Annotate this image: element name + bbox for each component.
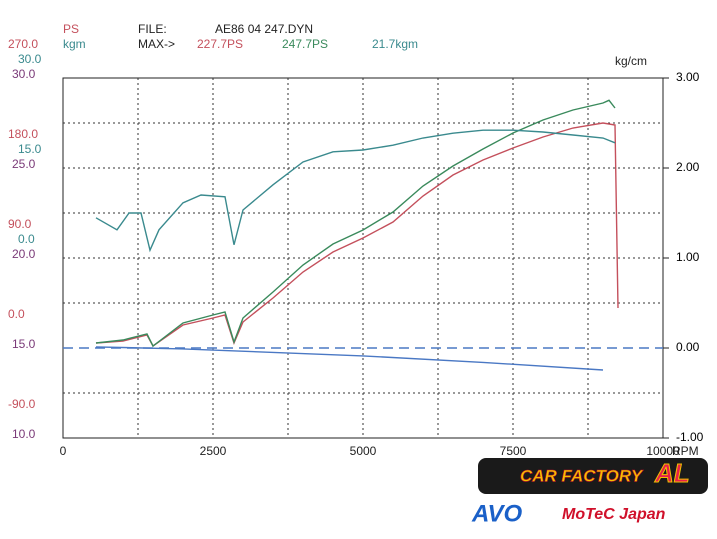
y-tick-label: 3.00: [676, 70, 700, 84]
x-tick-label: 0: [60, 444, 67, 458]
max-value: 247.7PS: [282, 37, 328, 51]
y-tick-label: 15.0: [18, 142, 42, 156]
series-line: [95, 346, 604, 371]
x-tick-label: 2500: [200, 444, 227, 458]
max-value: 21.7kgm: [372, 37, 418, 51]
y-tick-label: 30.0: [12, 67, 36, 81]
x-tick-label: 7500: [500, 444, 527, 458]
file-label: FILE:: [138, 22, 167, 36]
logo-text: CAR FACTORY: [520, 466, 644, 485]
y-tick-label: 0.00: [676, 340, 700, 354]
y-tick-label: 0.0: [18, 232, 35, 246]
x-tick-label: 5000: [350, 444, 377, 458]
y-tick-label: 20.0: [12, 247, 36, 261]
right-axis-title: kg/cm: [615, 54, 647, 68]
max-value: 227.7PS: [197, 37, 243, 51]
file-name: AE86 04 247.DYN: [215, 22, 313, 36]
logo-bg: [478, 458, 708, 494]
y-tick-label: 0.0: [8, 307, 25, 321]
y-tick-label: 270.0: [8, 37, 38, 51]
y-tick-label: 180.0: [8, 127, 38, 141]
series-line: [95, 122, 619, 348]
series-line: [95, 129, 616, 253]
y-tick-label: 90.0: [8, 217, 32, 231]
series-line: [95, 99, 616, 348]
max-label: MAX->: [138, 37, 175, 51]
logo: CAR FACTORY AL AVO MoTeC Japan: [471, 457, 708, 527]
x-tick-label: 10000: [646, 444, 680, 458]
kgm-axis-title: kgm: [63, 37, 86, 51]
y-tick-label: 2.00: [676, 160, 700, 174]
ps-axis-title: PS: [63, 22, 79, 36]
y-tick-label: -90.0: [8, 397, 36, 411]
logo-text: MoTeC Japan: [562, 506, 666, 523]
y-tick-label: 15.0: [12, 337, 36, 351]
logo-text: AVO: [471, 500, 523, 527]
y-tick-label: 10.0: [12, 427, 36, 441]
y-tick-label: -1.00: [676, 430, 704, 444]
y-tick-label: 1.00: [676, 250, 700, 264]
y-tick-label: 30.0: [18, 52, 42, 66]
x-axis-title: RPM: [672, 444, 699, 458]
y-tick-label: 25.0: [12, 157, 36, 171]
logo-text: AL: [654, 458, 690, 488]
